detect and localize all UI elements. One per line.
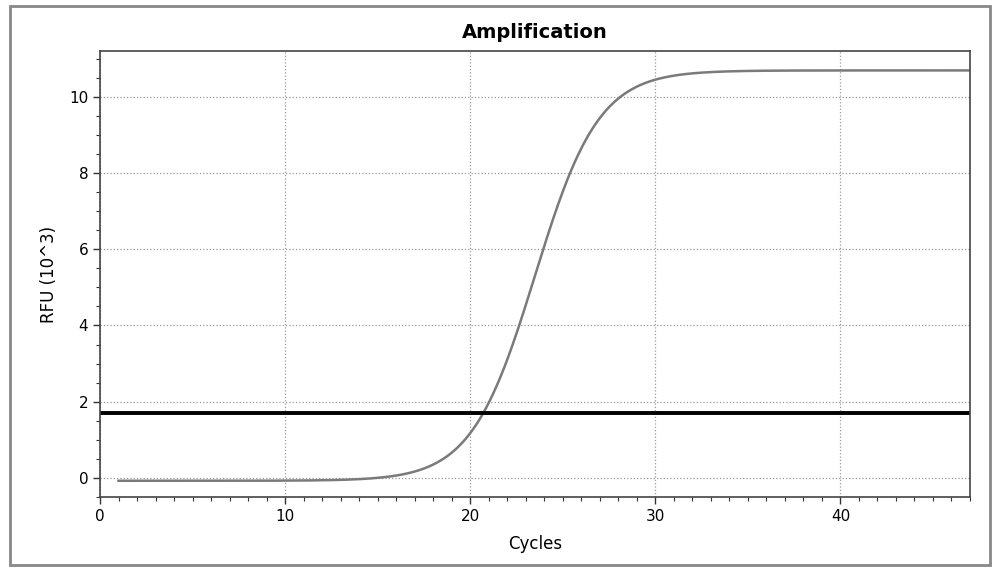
Y-axis label: RFU (10^3): RFU (10^3) bbox=[40, 226, 58, 323]
X-axis label: Cycles: Cycles bbox=[508, 534, 562, 553]
Title: Amplification: Amplification bbox=[462, 22, 608, 42]
